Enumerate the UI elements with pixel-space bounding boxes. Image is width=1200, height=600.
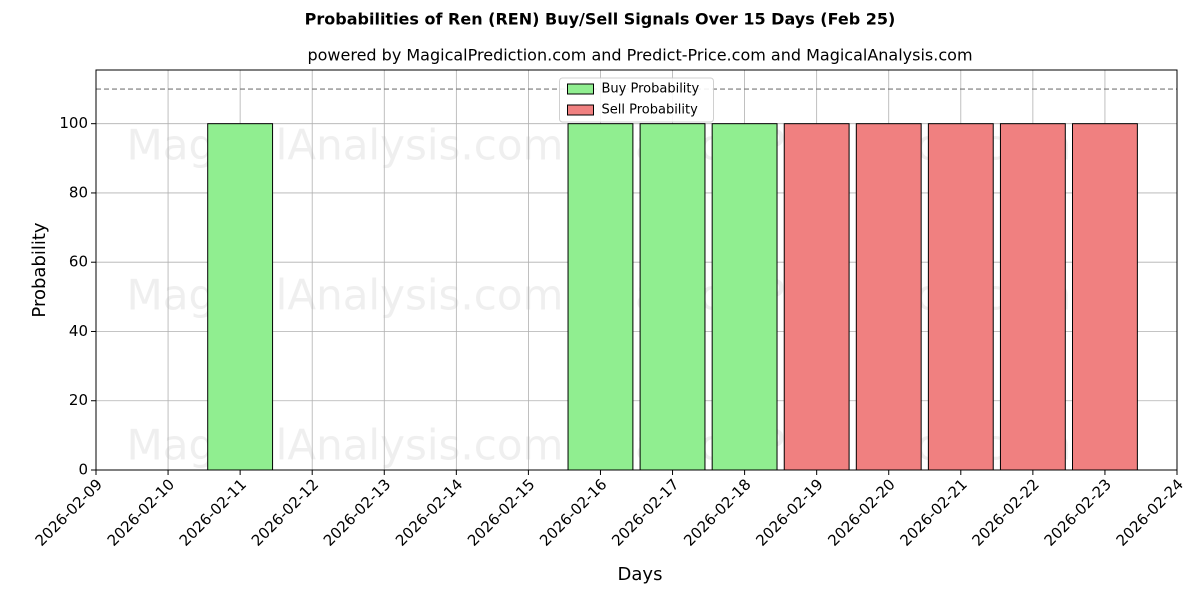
x-tick-label: 2026-02-19 [752,475,826,549]
bar [1072,123,1138,471]
legend-label: Buy Probability [602,82,700,97]
chart-title: Probabilities of Ren (REN) Buy/Sell Sign… [305,10,896,29]
y-tick-label: 80 [69,183,88,201]
legend-swatch [567,104,594,116]
watermark: MagicalAnalysis.com [127,271,564,320]
y-axis-label: Probability [29,222,50,317]
y-tick-label: 60 [69,253,88,271]
x-tick-label: 2026-02-22 [968,475,1042,549]
x-axis-label: Days [618,564,663,585]
x-tick-label: 2026-02-12 [248,475,322,549]
y-tick-label: 20 [69,391,88,409]
x-tick-label: 2026-02-15 [464,475,538,549]
x-tick-label: 2026-02-24 [1113,475,1187,549]
y-tick-label: 100 [59,114,88,132]
bar [783,123,850,471]
x-tick-label: 2026-02-18 [680,475,754,549]
legend-label: Sell Probability [602,103,699,118]
x-tick-label: 2026-02-17 [608,475,682,549]
y-tick-label: 0 [78,461,88,479]
watermark: MagicalAnalysis.com [127,421,564,470]
bar [567,123,634,471]
bar [855,123,922,471]
watermark: MagicalAnalysis.com [127,121,564,170]
x-tick-label: 2026-02-21 [896,475,970,549]
bar [207,123,274,471]
bar [711,123,778,471]
plot-frame [95,69,1178,471]
legend-box [559,77,714,123]
x-tick-label: 2026-02-11 [176,475,250,549]
bar [639,123,706,471]
x-tick-label: 2026-02-13 [320,475,394,549]
chart-subtitle: powered by MagicalPrediction.com and Pre… [307,46,972,65]
x-tick-label: 2026-02-23 [1041,475,1115,549]
x-tick-label: 2026-02-09 [32,475,106,549]
legend-swatch [567,83,594,95]
bar [999,123,1066,471]
x-tick-label: 2026-02-10 [104,475,178,549]
x-tick-label: 2026-02-16 [536,475,610,549]
y-tick-label: 40 [69,322,88,340]
bar [927,123,994,471]
x-tick-label: 2026-02-20 [824,475,898,549]
x-tick-label: 2026-02-14 [392,475,466,549]
